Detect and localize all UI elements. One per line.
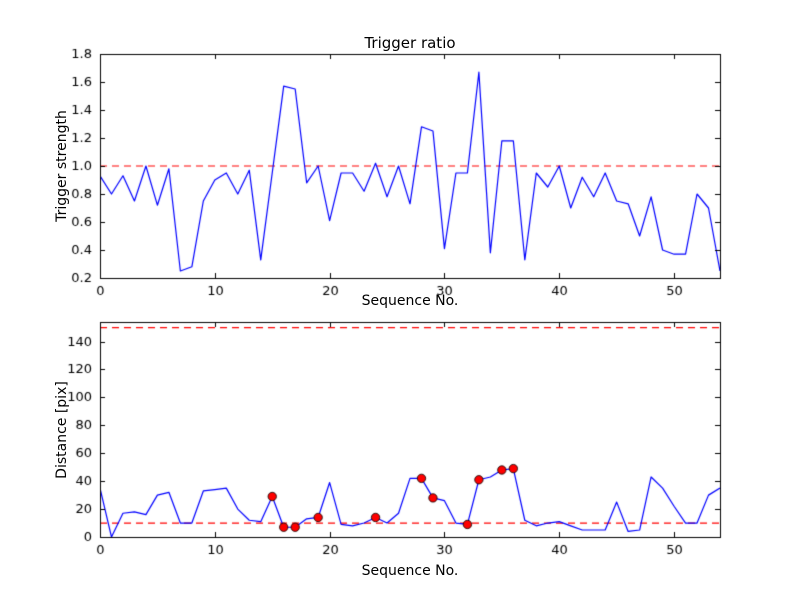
bottom-chart-xlabel: Sequence No. [361, 563, 459, 579]
top-chart-ylabel: Trigger strength [54, 110, 70, 222]
top-chart-title: Trigger ratio [364, 34, 456, 52]
bottom-chart-ylabel: Distance [pix] [54, 381, 70, 479]
top-chart-xlabel: Sequence No. [361, 293, 459, 309]
